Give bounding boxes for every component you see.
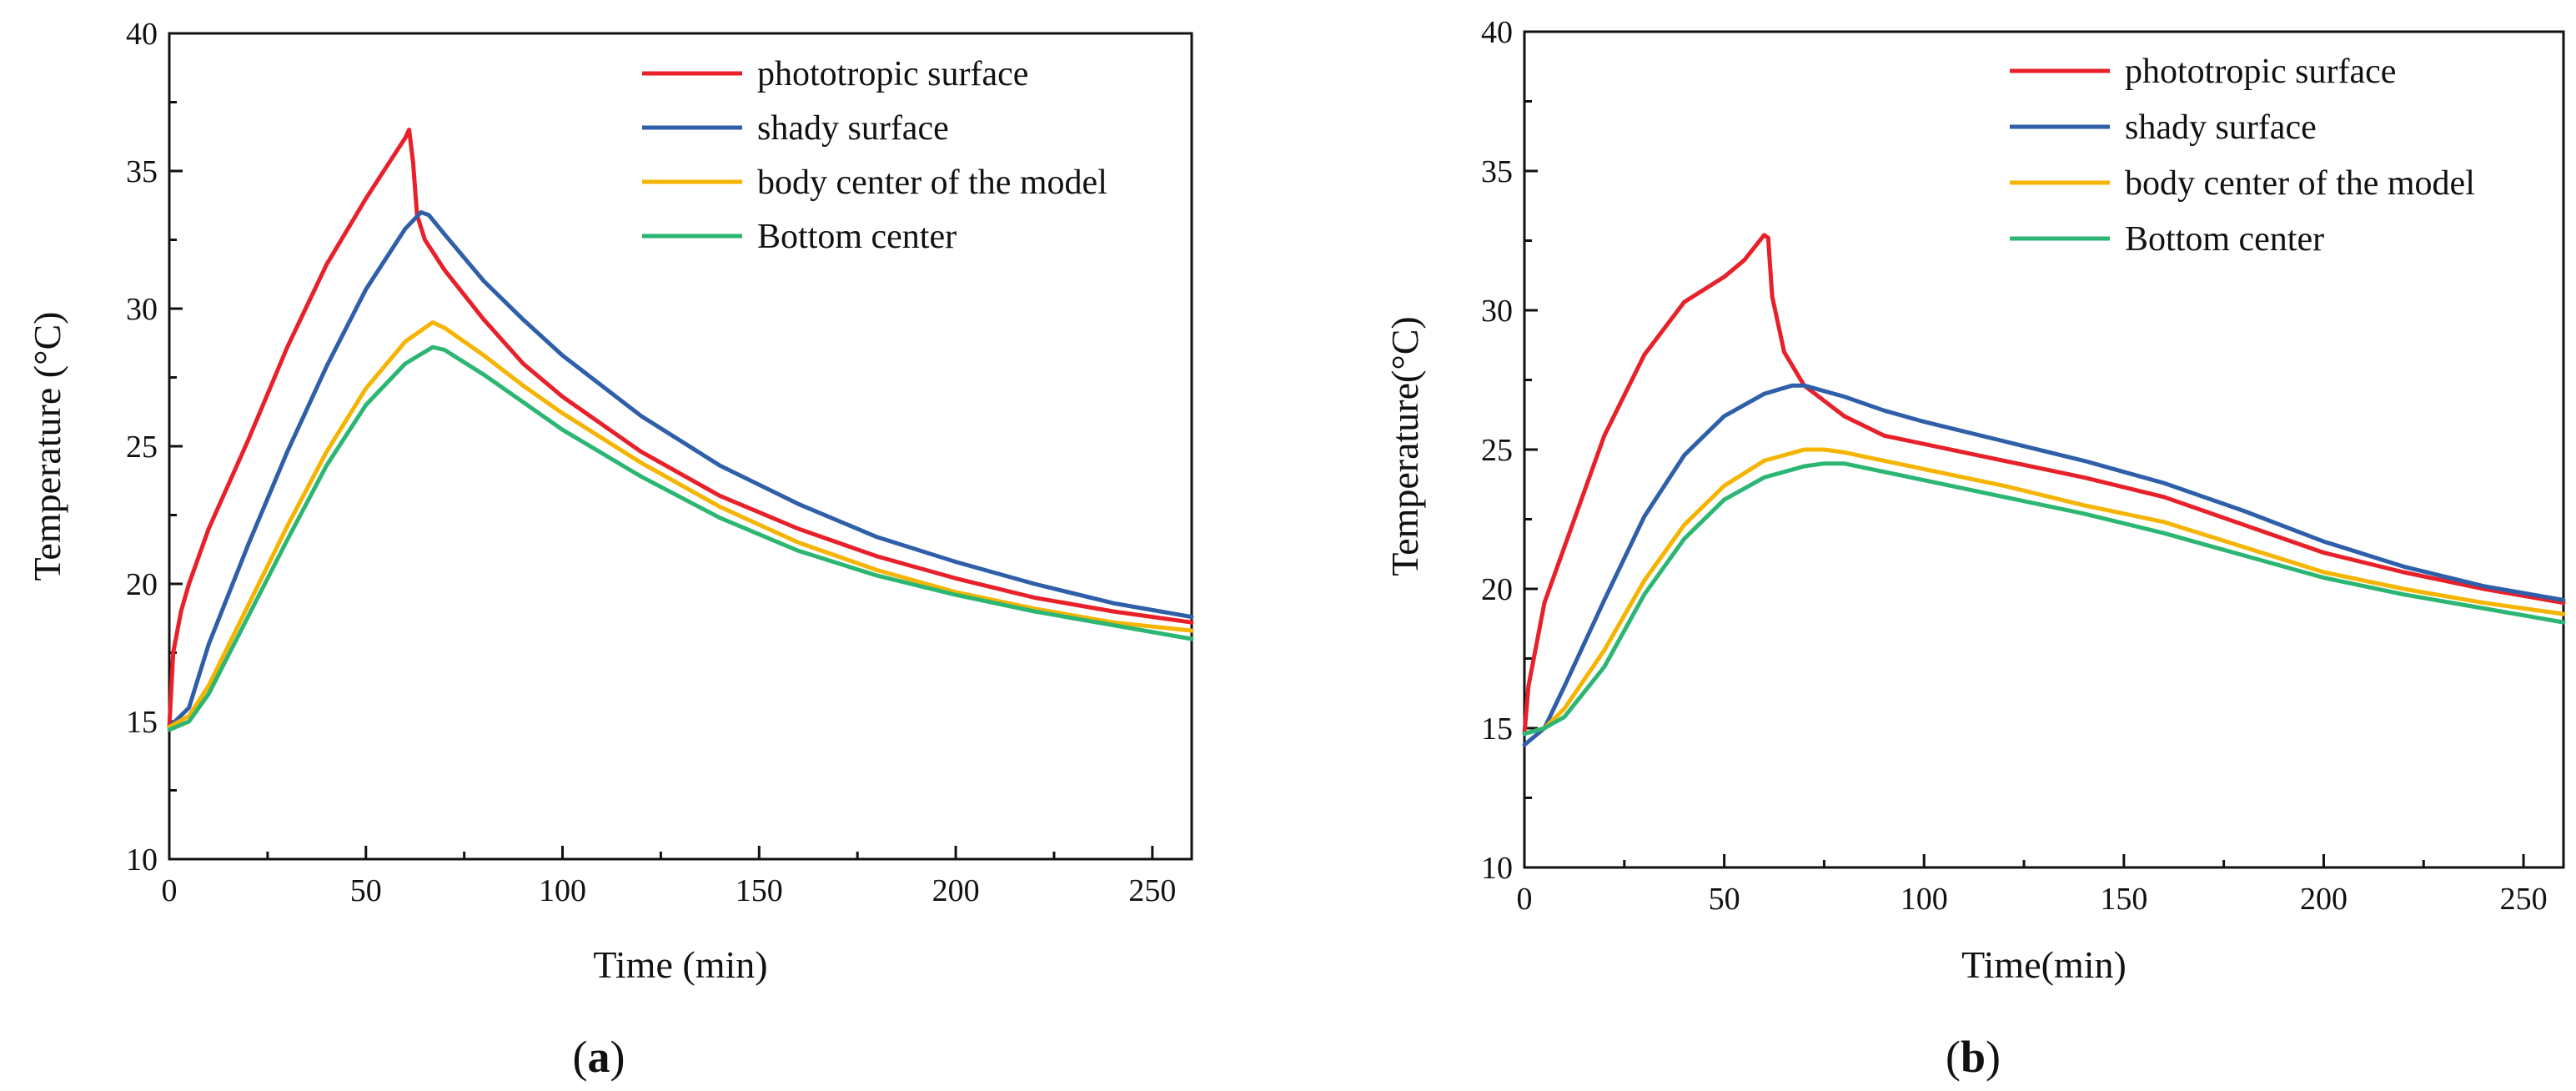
series-layer [1522,233,2566,747]
y-tick-label: 15 [126,705,158,740]
x-axis-title: Time(min) [1961,943,2127,986]
panel-caption-letter: b [1961,1032,1986,1082]
y-tick-label: 30 [126,292,158,327]
chart-panel-b: 0 50 100 150 200 250 10 15 20 25 30 35 40 phototropi… [1383,15,2566,1082]
y-axis-title: Temperature(°C) [1383,316,1426,576]
x-tick-label: 250 [2500,882,2548,917]
legend: phototropic surface shady surface body cen… [642,55,1107,256]
series-line-shady-surface [1522,383,2566,747]
legend-label: phototropic surface [2125,53,2396,91]
x-tick-label: 50 [350,873,382,908]
panel-caption: (b) [1946,1032,2001,1082]
series-line-body-center-of-the-model [1522,447,2566,737]
tick-layer: 0 50 100 150 200 250 10 15 20 25 30 35 40 [1481,15,2548,917]
y-tick-label: 25 [1481,433,1513,468]
series-line-shady-surface [167,210,1194,730]
legend-label: shady surface [2125,108,2317,147]
series-layer [167,128,1194,732]
y-tick-label: 25 [126,430,158,465]
legend-label: shady surface [757,109,949,148]
chart-panel-a: 0 50 100 150 200 250 10 15 20 25 30 35 40 phototropi… [26,17,1194,1082]
series-line-bottom-center [167,344,1194,732]
x-tick-label: 0 [162,873,178,908]
y-tick-label: 40 [126,17,158,52]
series-line-bottom-center [1522,461,2566,737]
y-tick-label: 10 [126,842,158,877]
x-tick-label: 200 [932,873,980,908]
x-axis-title: Time (min) [593,943,767,986]
x-tick-label: 200 [2300,882,2348,917]
y-tick-label: 30 [1481,294,1513,329]
legend: phototropic surface shady surface body cen… [2010,53,2475,259]
x-tick-label: 150 [2100,882,2147,917]
legend-label: Bottom center [2125,220,2324,259]
y-tick-label: 20 [126,567,158,602]
tick-layer: 0 50 100 150 200 250 10 15 20 25 30 35 40 [126,17,1176,908]
legend-label: body center of the model [2125,164,2475,203]
y-tick-label: 40 [1481,15,1513,50]
legend-label: phototropic surface [757,55,1028,93]
x-tick-label: 250 [1128,873,1176,908]
y-tick-label: 15 [1481,711,1513,747]
y-axis-title: Temperature (°C) [26,312,68,581]
x-tick-label: 0 [1517,882,1533,917]
legend-label: Bottom center [757,218,957,256]
y-tick-label: 35 [1481,154,1513,189]
x-tick-label: 100 [1901,882,1948,917]
series-line-body-center-of-the-model [167,320,1194,730]
legend-label: body center of the model [757,163,1107,202]
panel-caption: (a) [573,1032,625,1082]
x-tick-label: 100 [539,873,586,908]
panel-caption-letter: a [588,1032,610,1082]
series-line-phototropic-surface [1522,233,2566,737]
y-tick-label: 10 [1481,851,1513,886]
x-tick-label: 150 [736,873,783,908]
y-tick-label: 35 [126,154,158,189]
y-tick-label: 20 [1481,572,1513,607]
x-tick-label: 50 [1709,882,1740,917]
